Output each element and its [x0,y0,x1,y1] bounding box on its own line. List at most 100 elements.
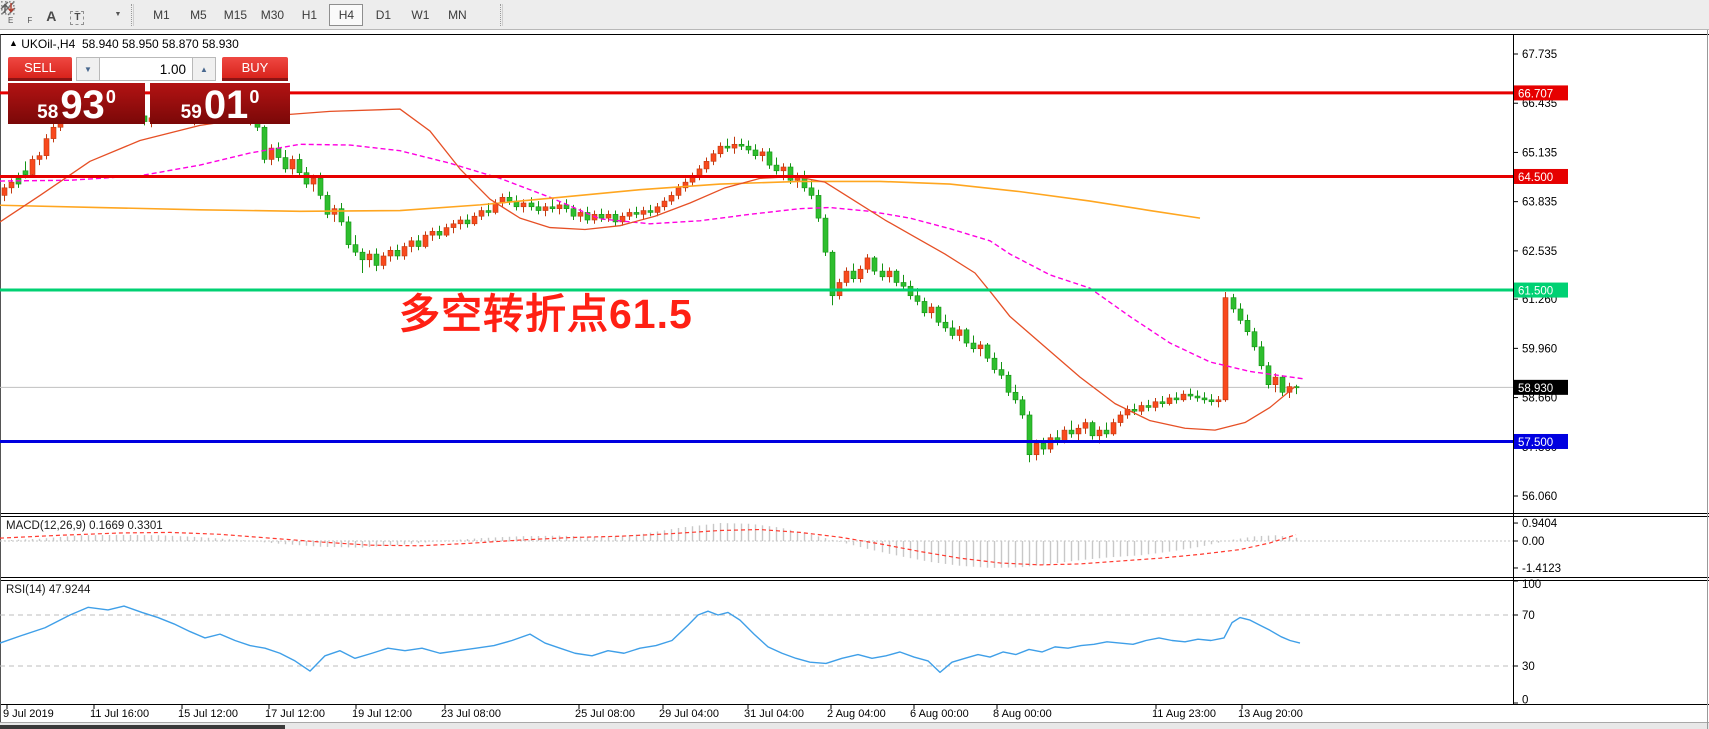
icon-subscript-letter: F [27,15,33,25]
level-lines: 66.707 64.500 61.500 57.500 58.930 [0,85,1568,449]
buy-button[interactable]: BUY [222,57,288,81]
candle-body [675,187,682,196]
candle-body [1075,427,1082,435]
macd-tick-label: 0.00 [1522,536,1544,548]
candle-body [464,219,471,225]
candle-body [668,195,675,202]
timeframe-d1[interactable]: D1 [375,7,392,22]
text-box-icon[interactable]: T [70,5,85,25]
candle-body [394,249,401,257]
candle-body [787,166,794,181]
macd-pane: 0.9404 0.00 -1.4123 [0,518,1561,575]
candle-body [359,251,366,261]
candle-body [289,159,296,170]
candle-body [633,212,640,215]
candle-body [1152,401,1159,408]
candle-body [808,187,815,196]
candle-body [549,206,556,209]
text-annotation-icon-glyph: A [46,8,57,25]
candle-body [471,215,478,225]
main-toolbar: E F A T ▼ M1 M5 M15 M30 H1 H4 D1 W1 MN [0,0,1709,30]
timeframe-m5[interactable]: M5 [190,7,207,22]
candle-body [36,155,43,160]
time-label: 15 Jul 12:00 [178,708,238,720]
candle-body [542,206,549,211]
candle-body [914,295,921,302]
ohlc-values: 58.940 58.950 58.870 58.930 [81,37,239,51]
candle-body [50,126,57,139]
candle-body [1215,399,1222,403]
candle-body [1272,376,1279,385]
rsi-pane: 100 70 30 0 [0,579,1541,706]
timeframe-m30[interactable]: M30 [260,7,285,22]
candle-body [815,195,822,219]
candle-body [1208,399,1215,403]
price-badge [1514,85,1568,101]
candle-body [886,270,893,278]
horizontal-scrollbar[interactable] [0,722,1709,729]
candle-body [991,357,998,370]
text-annotation-icon[interactable]: A [46,5,56,25]
candle-body [661,200,668,208]
candle-body [1145,405,1152,408]
ma-orange [0,180,1201,219]
candle-body [654,206,661,213]
bid-price-tile[interactable]: 58 93 0 [8,83,145,127]
price-tick-label: 65.135 [1522,147,1557,159]
candle-body [998,369,1005,376]
candle-body [949,327,956,336]
candle-body [1082,422,1089,429]
candle-body [352,244,359,253]
candle-body [1089,422,1096,437]
ask-price-small: 59 [180,102,202,123]
candle-body [1068,429,1075,435]
volume-decrease-button[interactable]: ▼ [76,57,100,81]
timeframe-h4[interactable]: H4 [329,3,364,26]
candle-body [387,249,394,257]
candle-body [1173,397,1180,401]
timeframe-mn[interactable]: MN [448,7,467,22]
macd-signal-line [0,528,1297,566]
candle-body [282,157,289,170]
candle-body [1187,393,1194,397]
time-label: 23 Jul 08:00 [441,708,501,720]
time-label: 11 Aug 23:00 [1152,708,1216,720]
rsi-tick-label: 70 [1522,610,1535,622]
collapse-triangle-icon[interactable]: ▲ [9,38,18,48]
candle-body [22,170,29,175]
candle-body [303,172,310,185]
candle-body [738,143,745,147]
candle-body [900,282,907,287]
drawing-tools-group: E F A T ▼ [0,1,122,25]
timeframe-m1[interactable]: M1 [153,7,170,22]
price-tick-label: 67.735 [1522,49,1557,61]
candle-body [1279,376,1286,393]
time-label: 13 Aug 20:00 [1238,708,1303,720]
candle-body [485,210,492,213]
icon-subscript-letter: E [8,15,14,25]
candle-body [1012,391,1019,401]
dropdown-caret-icon[interactable]: ▼ [114,11,122,18]
timeframe-h1[interactable]: H1 [301,7,318,22]
macd-tick-label: -1.4123 [1522,563,1561,575]
candle-body [745,145,752,151]
candle-body [1265,365,1272,385]
volume-increase-button[interactable]: ▲ [192,57,216,81]
candle-body [429,231,436,236]
candle-body [605,214,612,219]
candle-body [457,219,464,225]
bid-price-big: 93 [60,83,105,127]
candle-body [268,147,275,160]
price-tick-label: 56.060 [1522,491,1557,503]
timeframe-w1[interactable]: W1 [411,7,430,22]
timeframe-m15[interactable]: M15 [223,7,248,22]
time-label: 17 Jul 12:00 [265,708,325,720]
sell-button[interactable]: SELL [8,57,72,81]
volume-input[interactable] [100,57,192,81]
price-badge [1514,282,1568,298]
candle-body [1258,346,1265,367]
pane-borders [0,30,1709,729]
scrollbar-thumb[interactable] [0,725,285,729]
ask-price-tile[interactable]: 59 01 0 [150,83,290,125]
